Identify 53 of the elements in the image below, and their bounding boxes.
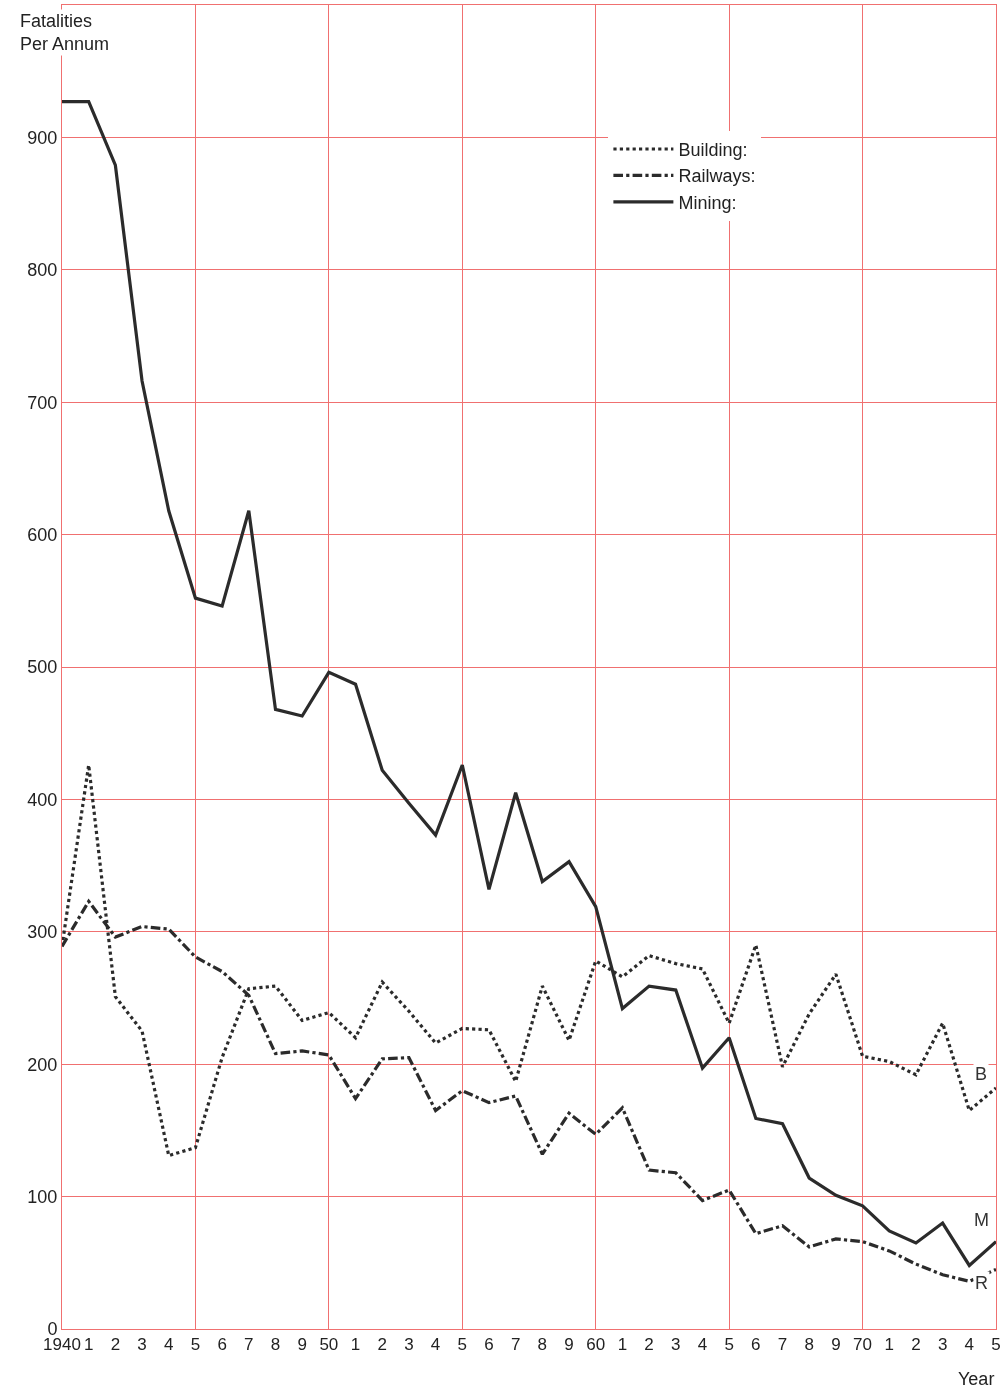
y-tick-label: 300: [27, 922, 58, 943]
x-tick-label: 4: [164, 1335, 174, 1355]
x-tick-label: 2: [911, 1335, 921, 1355]
x-tick-label: 5: [457, 1335, 468, 1355]
x-tick-label: 5: [190, 1335, 201, 1355]
y-tick-label: 100: [27, 1186, 58, 1207]
x-tick-label: 3: [671, 1335, 681, 1355]
x-tick-label: 9: [564, 1335, 574, 1355]
legend-label: Building:: [678, 140, 748, 160]
legend-label: Mining:: [678, 192, 737, 213]
annotation: B: [975, 1064, 988, 1084]
x-tick-label: 9: [831, 1335, 841, 1355]
x-tick-label: 1940: [43, 1335, 81, 1355]
x-tick-label: 9: [297, 1335, 307, 1355]
y-tick-label: 500: [27, 657, 58, 678]
x-tick-label: 8: [804, 1335, 814, 1355]
x-axis-title: Year: [958, 1369, 995, 1389]
x-tick-label: 50: [319, 1335, 339, 1355]
x-tick-label: 2: [377, 1335, 387, 1355]
x-tick-label: 5: [724, 1335, 734, 1355]
x-tick-label: 7: [510, 1335, 521, 1355]
x-tick-label: 6: [751, 1335, 761, 1355]
y-axis-title: Fatalities Per Annum: [20, 11, 110, 55]
x-tick-label: 2: [644, 1335, 654, 1355]
x-tick-label: 5: [991, 1335, 1001, 1355]
x-tick-label: 4: [430, 1335, 441, 1355]
y-tick-label: 700: [27, 392, 58, 413]
y-tick-label: 800: [27, 260, 58, 281]
x-tick-label: 8: [270, 1335, 281, 1355]
x-tick-label: 3: [404, 1335, 414, 1355]
x-tick-label: 4: [697, 1335, 708, 1355]
x-tick-label: 1: [350, 1335, 361, 1355]
y-tick-label: 200: [27, 1054, 58, 1075]
x-tick-label: 60: [586, 1335, 606, 1355]
y-tick-label: 400: [27, 789, 58, 810]
x-tick-label: 6: [217, 1335, 227, 1355]
x-tick-label: 6: [484, 1335, 494, 1355]
x-tick-label: 4: [964, 1335, 975, 1355]
x-tick-label: 1: [83, 1335, 94, 1355]
x-tick-label: 1: [884, 1335, 894, 1355]
x-tick-label: 3: [137, 1335, 147, 1355]
x-tick-label: 1: [617, 1335, 628, 1355]
x-tick-label: 3: [937, 1335, 948, 1355]
annotation: M: [974, 1210, 989, 1230]
legend-label: Railways:: [678, 166, 756, 187]
x-tick-label: 70: [853, 1335, 873, 1355]
x-tick-label: 7: [777, 1335, 788, 1355]
x-tick-label: 7: [244, 1335, 254, 1355]
annotation: R: [975, 1273, 988, 1293]
y-tick-label: 600: [27, 524, 58, 545]
x-tick-label: 2: [110, 1335, 121, 1355]
x-tick-label: 8: [537, 1335, 548, 1355]
y-tick-label: 900: [27, 127, 58, 148]
